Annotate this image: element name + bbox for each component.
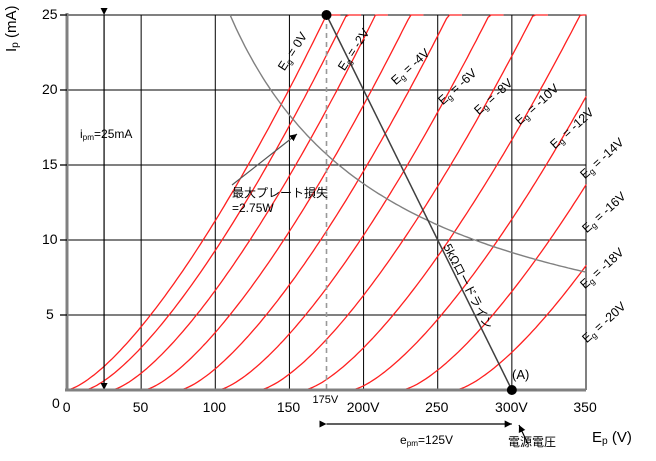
x-tick-label-300V: 300V (495, 399, 528, 415)
curve-eg-12v (259, 14, 549, 391)
epm-annotation-label: epm=125V (400, 433, 454, 448)
x-tick-label-100: 100 (202, 399, 227, 415)
load-line (325, 14, 513, 391)
annotation-arrows (100, 7, 529, 445)
operating-point-a-label: (A) (512, 367, 530, 382)
curve-eg-20v (454, 265, 587, 391)
marker-operating-point-a (506, 385, 517, 395)
load-line-segment (325, 14, 513, 391)
tube-characteristic-curves (66, 14, 587, 391)
y-tick-label-15: 15 (42, 156, 58, 172)
marker-peak-point (321, 10, 332, 20)
y-tick-label-0: 0 (52, 395, 60, 411)
curve-eg-16v (351, 96, 587, 391)
curve-eg-2v (84, 14, 362, 391)
max-dissipation-label: 最大プレート損失 =2.75W (232, 186, 329, 215)
curve-eg-8v (179, 14, 463, 391)
x-tick-label-350: 350 (573, 399, 597, 415)
x-tick-label-175V: 175V (312, 394, 339, 406)
curve-eg-0v (66, 14, 341, 391)
curve-eg-18v (401, 184, 587, 391)
axes (60, 13, 586, 392)
y-tick-label-25: 25 (42, 6, 58, 22)
curve-eg-4v (110, 14, 388, 391)
x-tick-label-200V: 200V (346, 399, 380, 415)
supply-voltage-pointer-arrow (518, 424, 529, 445)
y-tick-label-5: 5 (46, 306, 54, 322)
curve-eg-6v (143, 14, 424, 391)
supply-voltage-label: 電源電圧 (508, 435, 557, 449)
dissipation-hyperbola (229, 14, 587, 273)
x-axis-title: Ep (V) (592, 429, 632, 448)
x-tick-label-250: 250 (425, 399, 449, 415)
x-tick-label-150: 150 (276, 399, 301, 415)
data-point-markers (321, 10, 517, 395)
curve-eg-14v (303, 14, 587, 391)
grid-lines (67, 14, 587, 390)
y-tick-label-10: 10 (42, 231, 58, 247)
max-dissipation-curve (229, 14, 587, 273)
ipm-annotation-label: ipm=25mA (80, 127, 133, 142)
y-tick-label-20: 20 (42, 81, 58, 97)
dissipation-pointer-arrow (231, 133, 298, 186)
x-tick-label-50: 50 (132, 399, 149, 415)
y-axis-title: Ip (mA) (3, 5, 22, 52)
x-tick-label-0: 0 (62, 399, 71, 415)
curve-eg-10v (217, 14, 504, 391)
